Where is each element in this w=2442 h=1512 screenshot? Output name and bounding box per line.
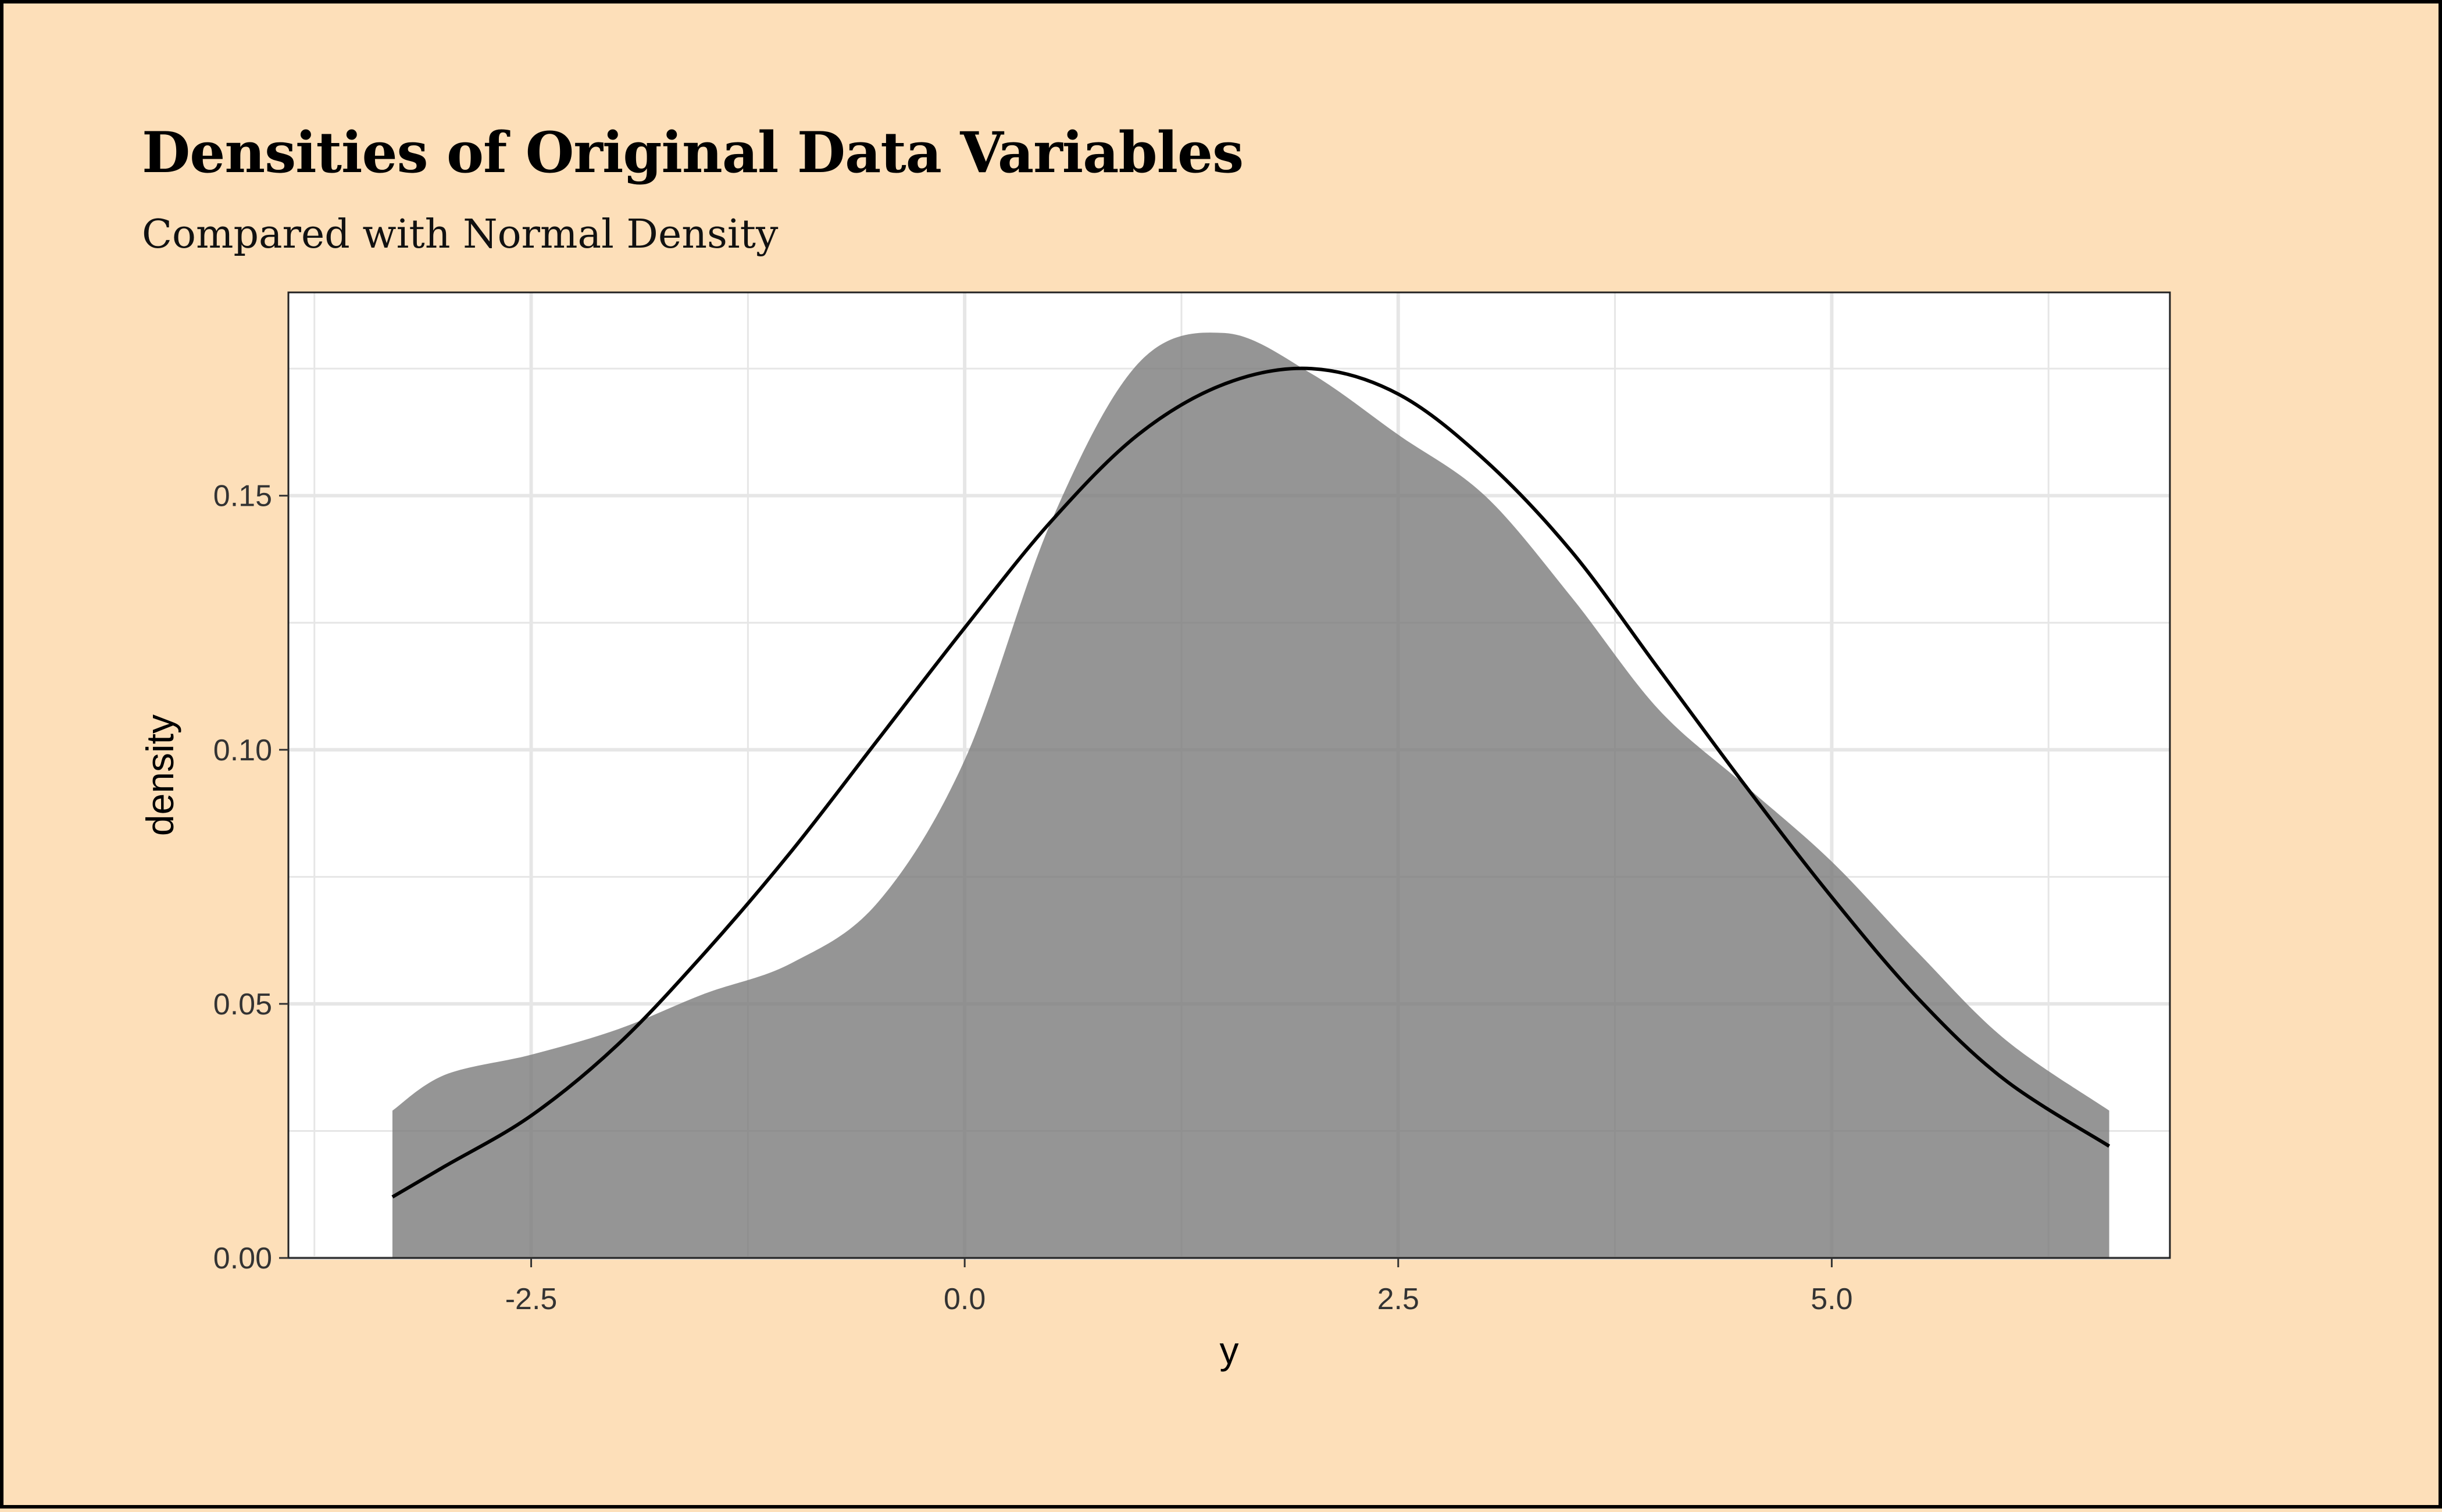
chart-title: Densities of Original Data Variables <box>142 120 1244 185</box>
plot-panel-border <box>287 291 2171 1259</box>
chart-subtitle: Compared with Normal Density <box>142 212 779 258</box>
normal-density-line <box>391 366 2111 1199</box>
x-axis-tick-label: -2.5 <box>505 1282 558 1316</box>
x-axis-title: y <box>1220 1329 1239 1372</box>
x-axis-tick-label: 0.0 <box>944 1282 986 1316</box>
y-axis-tick-label: 0.10 <box>213 734 272 767</box>
y-axis-title: density <box>138 714 181 836</box>
y-axis-tick-label: 0.15 <box>213 480 272 513</box>
x-axis-tick-label: 2.5 <box>1377 1282 1419 1316</box>
y-axis-tick-label: 0.00 <box>213 1242 272 1275</box>
y-axis-tick-label: 0.05 <box>213 988 272 1021</box>
chart-plot: -2.5 0.0 2.5 5.0 0.00 0.05 0.10 0.15 y density <box>138 291 2171 1372</box>
x-axis-tick-label: 5.0 <box>1811 1282 1852 1316</box>
density-area <box>392 333 2109 1258</box>
